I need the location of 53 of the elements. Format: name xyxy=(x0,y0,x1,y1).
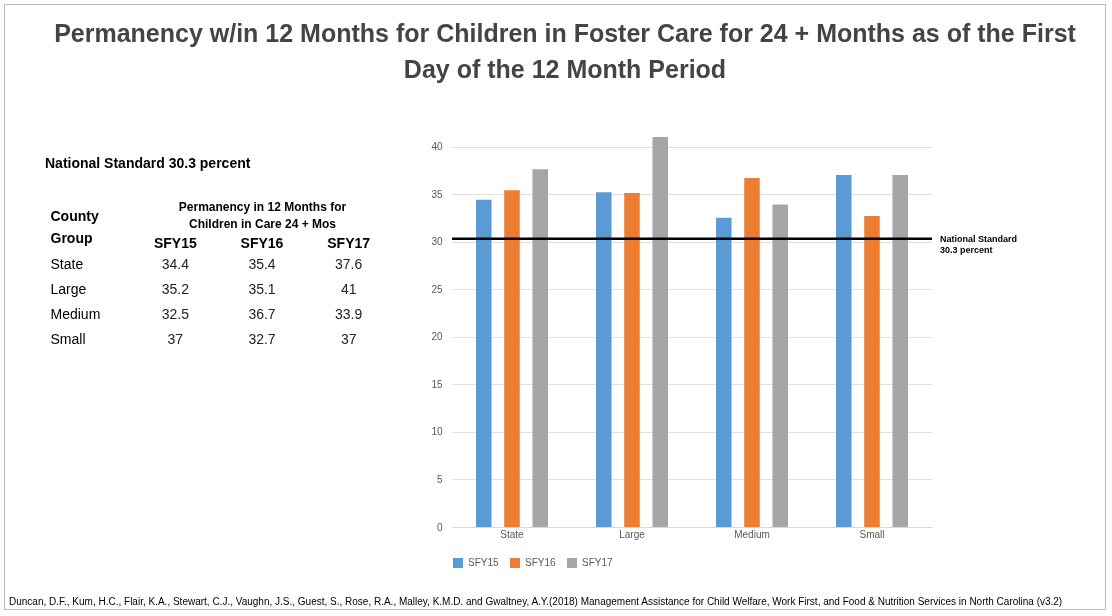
y-tick-label: 5 xyxy=(436,473,443,485)
data-label: 33.9 xyxy=(335,305,363,322)
y-axis-title: County Group xyxy=(50,207,99,246)
y-tick-label: Large xyxy=(50,280,87,297)
bar xyxy=(624,193,640,527)
y-tick-label: 30 xyxy=(431,236,443,248)
y-tick-label: 40 xyxy=(431,141,443,153)
text: Permanency w/in 12 Months for Children in Foster Care for 24 + Months as of the First Day of the 12 Month Period xyxy=(53,18,1077,85)
y-tick-label: State xyxy=(50,255,84,272)
data-label: 36.7 xyxy=(248,305,276,322)
text: National Standard 30.3 percent xyxy=(45,155,252,171)
data-label: 34.4 xyxy=(161,255,190,272)
bar xyxy=(476,199,492,527)
ref-line-label: National Standard 30.3 percent xyxy=(940,233,1018,255)
data-label: 32.7 xyxy=(248,330,276,347)
x-tick-label: Large xyxy=(619,528,646,540)
x-tick-label: SFY16 xyxy=(240,234,284,251)
x-tick-label: Small xyxy=(859,528,885,540)
data-label: 32.5 xyxy=(161,305,190,322)
data-label: 37 xyxy=(167,330,184,347)
bar xyxy=(504,190,520,527)
bar xyxy=(864,215,880,527)
x-tick-label: SFY17 xyxy=(327,234,371,251)
y-tick-label: 35 xyxy=(431,188,443,200)
bar xyxy=(836,175,852,527)
y-tick-label: Small xyxy=(50,330,86,347)
y-tick-label: 10 xyxy=(431,426,443,438)
x-tick-label: State xyxy=(500,528,525,540)
y-tick-label: 20 xyxy=(431,331,443,343)
x-axis-title: Permanency in 12 Months for Children in Care 24 + Mos xyxy=(178,199,347,231)
y-tick-label: 15 xyxy=(431,378,443,390)
x-tick-label: Medium xyxy=(734,528,770,540)
bar xyxy=(892,175,908,527)
legend-label: SFY17 xyxy=(582,557,614,568)
text: Duncan, D.F., Kum, H.C., Flair, K.A., Stewart, C.J., Vaughn, J.S., Guest, S., Rose, R.A., Malley, K.M.D. and Gwaltney, A.Y.(2018) Management Assistance for Child Welfare, Work First, and Food & Nutrition Services in North Carolina (v3.2) xyxy=(9,596,1063,607)
data-label: 35.1 xyxy=(248,280,276,297)
bar xyxy=(716,217,732,527)
data-label: 35.4 xyxy=(248,255,276,272)
bar xyxy=(744,177,760,527)
y-tick-label: Medium xyxy=(50,305,101,322)
bar xyxy=(652,137,668,527)
data-label: 37.6 xyxy=(335,255,363,272)
legend-label: SFY15 xyxy=(468,557,500,568)
data-label: 35.2 xyxy=(161,280,190,297)
bar xyxy=(596,192,612,527)
y-tick-label: 0 xyxy=(436,521,443,533)
bar xyxy=(772,204,788,527)
bar xyxy=(532,169,548,527)
y-tick-label: 25 xyxy=(431,283,443,295)
data-label: 37 xyxy=(340,330,357,347)
data-label: 41 xyxy=(340,280,357,297)
x-tick-label: SFY15 xyxy=(153,234,197,251)
legend-label: SFY16 xyxy=(525,557,557,568)
